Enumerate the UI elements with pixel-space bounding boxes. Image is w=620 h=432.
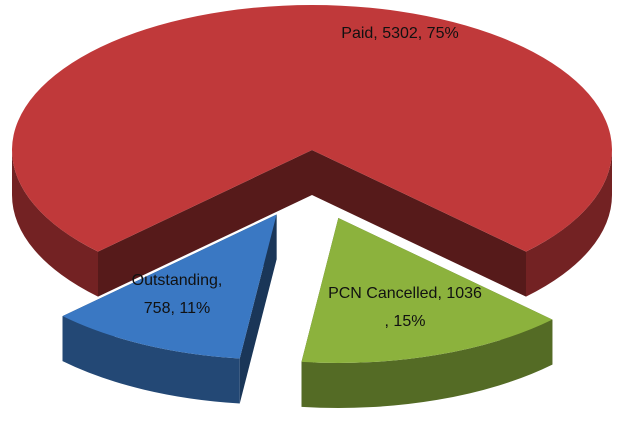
slice-wall [312, 150, 527, 297]
data-label: Outstanding, 758, 11% [132, 272, 223, 317]
pie-slice [301, 217, 553, 363]
slice-side [12, 150, 98, 297]
slice [301, 217, 553, 408]
slice [62, 214, 277, 404]
data-label: Paid, 5302, 75% [341, 25, 458, 42]
pie-slice [11, 4, 612, 252]
slice-side [62, 316, 240, 404]
data-label: PCN Cancelled, 1036, 15% [328, 285, 482, 330]
slice [11, 4, 612, 297]
slice-side [301, 319, 553, 408]
slice-wall [97, 150, 312, 297]
slice-side [526, 150, 612, 297]
pie-slice [62, 214, 277, 359]
